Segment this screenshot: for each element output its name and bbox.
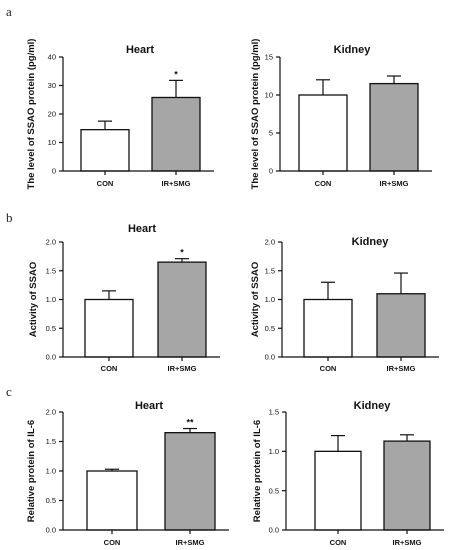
y-tick-label: 30 <box>48 81 56 90</box>
y-axis-label: The level of SSAO protein (pg/ml) <box>250 39 261 190</box>
category-label: IR+SMG <box>387 364 416 373</box>
y-tick-label: 2.0 <box>265 238 275 247</box>
panel-letter-a: a <box>6 4 12 19</box>
significance-label: * <box>174 69 178 79</box>
y-axis-label: Activity of SSAO <box>28 262 39 338</box>
bar-con <box>303 298 353 358</box>
bar-con <box>298 94 348 172</box>
y-tick-label: 0.5 <box>46 496 56 505</box>
y-tick-label: 1.0 <box>265 295 275 304</box>
y-axis-label: Relative protein of IL-6 <box>26 420 37 522</box>
y-tick-label: 0 <box>52 167 56 176</box>
y-tick-label: 1.0 <box>269 447 279 456</box>
chart-title: Kidney <box>354 400 392 412</box>
bar-ir-smg <box>369 82 419 172</box>
y-tick-label: 5 <box>269 129 273 138</box>
y-axis-label: Activity of SSAO <box>250 262 261 338</box>
category-label: CON <box>97 179 114 188</box>
chart-title: Heart <box>135 400 163 412</box>
y-tick-label: 1.5 <box>265 266 275 275</box>
chart-title: Heart <box>126 44 154 56</box>
chart-title: Heart <box>128 223 156 235</box>
y-tick-label: 20 <box>48 110 56 119</box>
y-tick-label: 0.0 <box>46 353 56 362</box>
y-tick-label: 0.0 <box>46 526 56 535</box>
y-tick-label: 10 <box>265 91 273 100</box>
category-label: IR+SMG <box>168 364 197 373</box>
y-tick-label: 15 <box>265 53 273 62</box>
y-tick-label: 40 <box>48 53 56 62</box>
category-label: CON <box>320 364 337 373</box>
bar-con <box>84 298 134 358</box>
chart-title: Kidney <box>334 44 372 56</box>
y-tick-label: 0 <box>269 167 273 176</box>
category-label: CON <box>330 538 347 547</box>
panel-letter-b: b <box>6 210 13 225</box>
bar-ir-smg <box>383 440 431 531</box>
y-axis-label: Relative protein of IL-6 <box>252 420 263 522</box>
bar-ir-smg <box>157 261 207 358</box>
category-label: IR+SMG <box>176 538 205 547</box>
y-tick-label: 1.5 <box>46 266 56 275</box>
category-label: IR+SMG <box>162 179 191 188</box>
chart-1: Heart The level of SSAO protein (pg/ml) 0 1… <box>26 39 214 190</box>
chart-title: Kidney <box>352 236 390 248</box>
category-label: CON <box>315 179 332 188</box>
bar-con <box>314 450 362 531</box>
significance-label: * <box>180 248 184 258</box>
category-label: CON <box>101 364 118 373</box>
chart-4: Kidney Activity of SSAO 0.0 0.5 1.0 1.5 2.0 CON… <box>250 236 439 373</box>
bar-ir-smg <box>164 431 216 531</box>
y-tick-label: 0.0 <box>269 526 279 535</box>
chart-6: Kidney Relative protein of IL-6 0.0 0.5 1.0 1… <box>252 400 444 547</box>
y-tick-label: 0.5 <box>265 324 275 333</box>
y-tick-label: 0.5 <box>46 324 56 333</box>
bar-con <box>80 129 130 172</box>
bar-ir-smg <box>151 96 201 172</box>
y-tick-label: 0.0 <box>265 353 275 362</box>
significance-label: ** <box>186 418 194 428</box>
category-label: IR+SMG <box>393 538 422 547</box>
y-tick-label: 0.5 <box>269 486 279 495</box>
chart-5: Heart Relative protein of IL-6 0.0 0.5 1.0 1.… <box>26 400 229 547</box>
y-tick-label: 1.0 <box>46 467 56 476</box>
y-tick-label: 1.5 <box>46 437 56 446</box>
charts-group: Heart The level of SSAO protein (pg/ml) 0 1… <box>26 39 444 547</box>
y-tick-label: 2.0 <box>46 238 56 247</box>
y-tick-label: 10 <box>48 138 56 147</box>
bar-con <box>86 470 138 531</box>
panel-letter-c: c <box>6 384 12 399</box>
category-label: IR+SMG <box>380 179 409 188</box>
chart-3: Heart Activity of SSAO 0.0 0.5 1.0 1.5 2.0 CON *… <box>28 223 220 373</box>
bar-ir-smg <box>376 293 426 358</box>
y-axis-label: The level of SSAO protein (pg/ml) <box>26 39 37 190</box>
y-tick-label: 1.0 <box>46 295 56 304</box>
y-tick-label: 1.5 <box>269 408 279 417</box>
chart-2: Kidney The level of SSAO protein (pg/ml) 0… <box>250 39 432 190</box>
y-tick-label: 2.0 <box>46 408 56 417</box>
category-label: CON <box>104 538 121 547</box>
